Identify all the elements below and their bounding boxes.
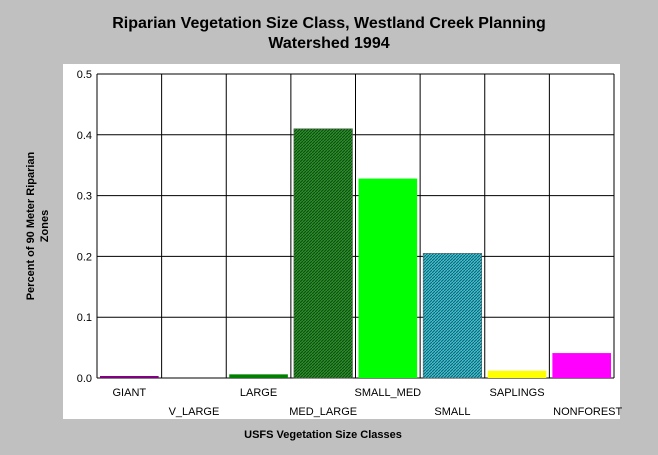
- y-axis-title-line2: Zones: [39, 210, 51, 242]
- bar-small-med: [358, 178, 418, 378]
- y-axis-title-line1: Percent of 90 Meter Riparian: [25, 151, 37, 300]
- y-tick-label: 0.0: [77, 373, 92, 385]
- x-category-label: GIANT: [113, 387, 147, 399]
- bar-saplings: [487, 370, 547, 378]
- y-tick-label: 0.2: [77, 251, 92, 263]
- x-category-label: SMALL_MED: [354, 387, 421, 399]
- bar-nonforest: [552, 353, 611, 378]
- y-tick-label: 0.5: [77, 69, 92, 81]
- x-category-label: NONFOREST: [553, 406, 622, 418]
- bar-large: [229, 374, 288, 378]
- x-category-label: SAPLINGS: [490, 387, 545, 399]
- x-category-label: V_LARGE: [169, 406, 220, 418]
- bar-small: [422, 253, 482, 379]
- chart-title-line1: Riparian Vegetation Size Class, Westland…: [112, 15, 546, 32]
- chart-title-line2: Watershed 1994: [268, 35, 390, 52]
- y-tick-label: 0.1: [77, 312, 92, 324]
- x-category-label: LARGE: [240, 387, 277, 399]
- chart-title: Riparian Vegetation Size Class, Westland…: [0, 14, 658, 54]
- x-category-label: MED_LARGE: [289, 406, 357, 418]
- x-axis-title: USFS Vegetation Size Classes: [244, 429, 402, 441]
- y-tick-label: 0.3: [77, 191, 92, 203]
- y-tick-label: 0.4: [77, 130, 92, 142]
- bar-med-large: [293, 128, 353, 379]
- bar-giant: [100, 376, 159, 378]
- x-category-label: SMALL: [434, 406, 470, 418]
